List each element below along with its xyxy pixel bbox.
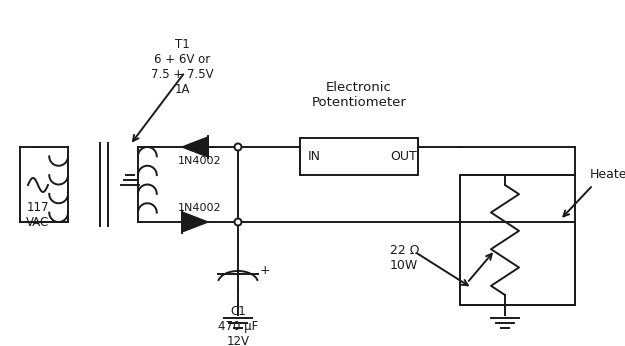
Polygon shape [182, 212, 208, 232]
Text: T1
6 + 6V or
7.5 + 7.5V
1A: T1 6 + 6V or 7.5 + 7.5V 1A [151, 38, 213, 96]
Text: Heater: Heater [590, 169, 625, 182]
Polygon shape [182, 137, 208, 157]
Text: 1N4002: 1N4002 [178, 156, 222, 166]
Text: +: + [260, 264, 270, 277]
Circle shape [234, 219, 241, 226]
Text: OUT: OUT [391, 149, 418, 163]
Text: 117
VAC: 117 VAC [26, 201, 49, 229]
Bar [300, 138, 418, 175]
Text: 22 Ω
10W: 22 Ω 10W [390, 244, 419, 272]
Text: 1N4002: 1N4002 [178, 203, 222, 213]
Circle shape [234, 144, 241, 151]
Bar [460, 175, 575, 305]
Text: IN: IN [308, 149, 321, 163]
Text: C1
470 μF
12V: C1 470 μF 12V [218, 305, 258, 346]
Text: Electronic
Potentiometer: Electronic Potentiometer [311, 81, 406, 109]
